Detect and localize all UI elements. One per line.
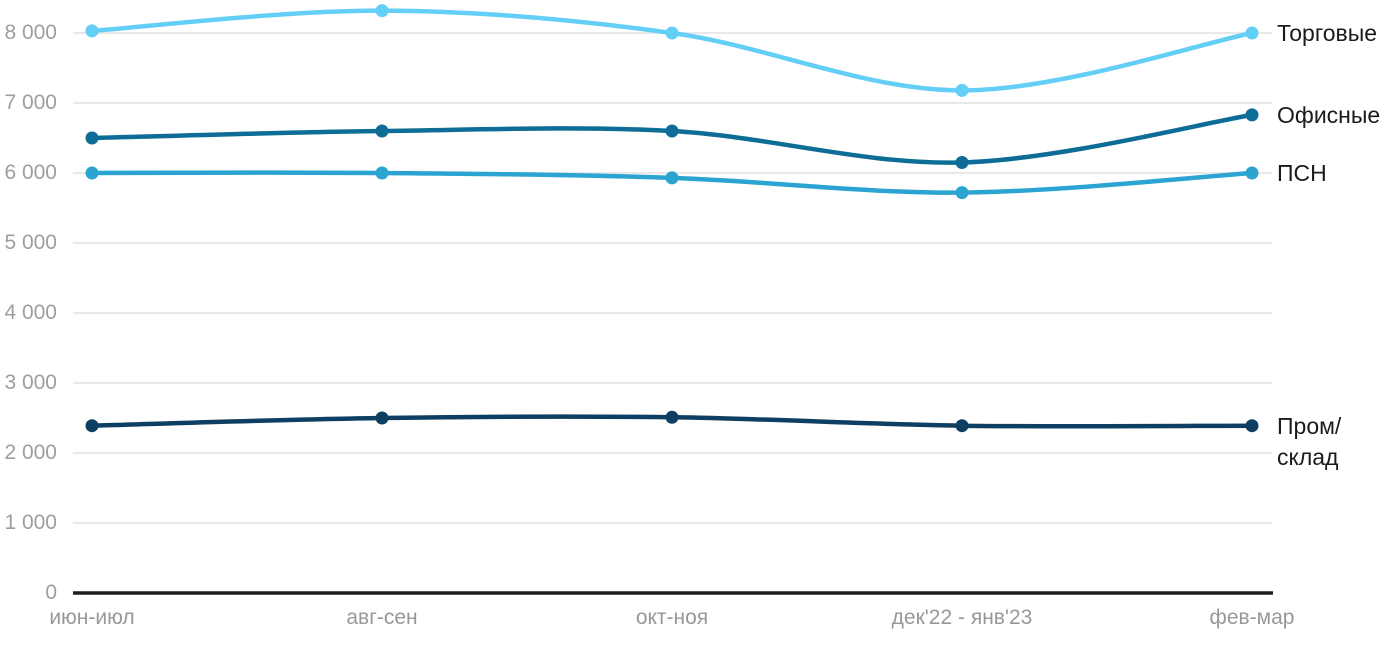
y-tick-label: 7 000 bbox=[4, 91, 57, 114]
y-tick-label: 6 000 bbox=[4, 161, 57, 184]
series-label-3: Пром/ склад bbox=[1277, 412, 1342, 470]
x-tick-label: июн-июл bbox=[49, 606, 135, 629]
series-0-point-2 bbox=[665, 26, 679, 40]
y-tick-label: 3 000 bbox=[4, 371, 57, 394]
series-3-point-4 bbox=[1245, 419, 1259, 433]
series-line-0 bbox=[89, 8, 1255, 93]
series-2-point-0 bbox=[85, 166, 99, 180]
series-line-1 bbox=[89, 112, 1255, 165]
series-1-point-4 bbox=[1245, 108, 1259, 122]
series-2-point-3 bbox=[955, 186, 969, 200]
series-label-0: Торговые bbox=[1277, 20, 1378, 46]
x-tick-label: окт-ноя bbox=[635, 606, 709, 629]
y-tick-label: 1 000 bbox=[4, 511, 57, 534]
series-0-point-4 bbox=[1245, 26, 1259, 40]
y-tick-label: 0 bbox=[45, 581, 57, 604]
series-3-point-1 bbox=[375, 411, 389, 425]
series-3-point-3 bbox=[955, 419, 969, 433]
y-tick-label: 8 000 bbox=[4, 21, 57, 44]
series-1-point-3 bbox=[955, 156, 969, 169]
series-1-point-1 bbox=[375, 124, 389, 138]
x-tick-label: авг-сен bbox=[346, 606, 418, 629]
series-0-point-3 bbox=[955, 83, 969, 97]
y-tick-label: 4 000 bbox=[4, 301, 57, 324]
series-3-point-2 bbox=[665, 410, 679, 424]
series-2-point-4 bbox=[1245, 166, 1259, 180]
series-1-point-0 bbox=[85, 131, 99, 145]
x-tick-label: дек'22 - янв'23 bbox=[891, 606, 1033, 629]
series-2-point-2 bbox=[665, 171, 679, 185]
series-1-point-2 bbox=[665, 124, 679, 138]
series-0-point-1 bbox=[375, 4, 389, 18]
y-tick-label: 2 000 bbox=[4, 441, 57, 464]
series-3-point-0 bbox=[85, 419, 99, 433]
series-0-point-0 bbox=[85, 24, 99, 38]
y-tick-label: 5 000 bbox=[4, 231, 57, 254]
series-2-point-1 bbox=[375, 166, 389, 180]
series-label-2: ПСН bbox=[1277, 160, 1327, 186]
x-tick-label: фев-мар bbox=[1209, 606, 1295, 629]
series-label-1: Офисные bbox=[1277, 101, 1381, 128]
